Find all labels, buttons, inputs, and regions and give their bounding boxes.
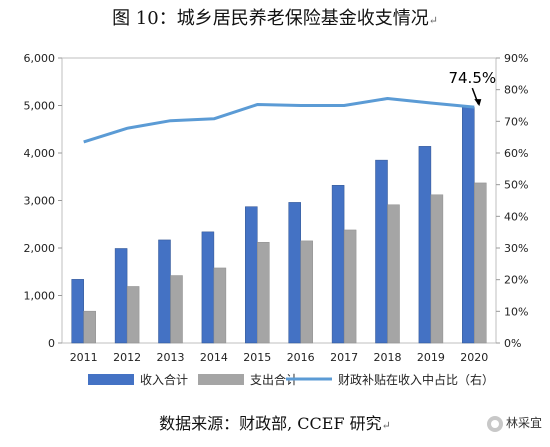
right-axis-tick-label: 40% xyxy=(504,210,528,223)
source-note: 数据来源：财政部, CCEF 研究↵ xyxy=(0,410,550,434)
wechat-icon xyxy=(486,415,503,432)
bar-income xyxy=(71,279,84,344)
bar-income xyxy=(201,231,215,344)
right-axis-tick-label: 0% xyxy=(504,337,521,350)
right-axis-tick-label: 70% xyxy=(504,115,528,128)
chart-svg: 0 1,000 2,000 3,000 4,000 5,000 6,000 0% 10% 20% 3… xyxy=(24,52,529,387)
right-axis-tick-label: 30% xyxy=(504,242,528,255)
chart-title: 图 10：城乡居民养老保险基金收支情况↵ xyxy=(0,4,550,30)
left-axis-tick-label: 0 xyxy=(48,337,55,350)
x-axis-tick-label: 2012 xyxy=(113,351,141,364)
x-axis-tick-label: 2017 xyxy=(330,351,358,364)
bar-expenditure xyxy=(170,275,183,344)
legend-swatch-expenditure xyxy=(198,374,244,385)
right-axis-tick-label: 10% xyxy=(504,305,528,318)
x-axis-tick-label: 2019 xyxy=(417,351,445,364)
bar-expenditure xyxy=(213,267,227,344)
left-axis-tick-label: 4,000 xyxy=(24,147,56,160)
left-axis-tick-label: 2,000 xyxy=(24,242,56,255)
bar-income xyxy=(158,239,171,344)
line-subsidy-share xyxy=(83,97,475,144)
bar-income xyxy=(288,202,301,344)
x-axis-tick-label: 2011 xyxy=(70,351,98,364)
bar-expenditure xyxy=(257,242,270,344)
bar-income xyxy=(331,185,345,344)
legend-label-income: 收入合计 xyxy=(140,372,188,387)
left-axis-tick-label: 3,000 xyxy=(24,195,56,208)
legend-label-expenditure: 支出合计 xyxy=(250,372,298,387)
bar-expenditure xyxy=(387,204,400,344)
x-axis-tick-label: 2020 xyxy=(460,351,488,364)
x-axis-tick-label: 2014 xyxy=(200,351,228,364)
bar-expenditure xyxy=(343,229,357,344)
source-text: 数据来源：财政部, CCEF 研究 xyxy=(159,414,382,433)
right-axis-tick-label: 20% xyxy=(504,274,528,287)
annotation-label: 74.5% xyxy=(448,69,496,87)
x-axis-tick-label: 2016 xyxy=(287,351,315,364)
bar-income xyxy=(114,248,128,344)
bar-income xyxy=(462,107,475,344)
watermark-text: 林采宜 xyxy=(505,416,542,430)
legend-label-subsidy-share: 财政补贴在收入中占比（右） xyxy=(338,372,494,387)
legend-swatch-income xyxy=(88,374,134,385)
annotation-arrow-head xyxy=(474,99,482,107)
left-axis-tick-label: 1,000 xyxy=(24,290,56,303)
bar-income xyxy=(245,206,258,344)
bar-expenditure xyxy=(126,286,140,344)
right-axis-tick-label: 80% xyxy=(504,84,528,97)
right-axis-tick-label: 60% xyxy=(504,147,528,160)
right-axis-tick-label: 90% xyxy=(504,52,528,65)
x-axis-tick-label: 2013 xyxy=(157,351,185,364)
paragraph-mark: ↵ xyxy=(428,14,438,27)
watermark: 林采宜 xyxy=(486,414,542,432)
right-axis-tick-label: 50% xyxy=(504,179,528,192)
paragraph-mark-source: ↵ xyxy=(381,419,391,432)
bar-income xyxy=(375,159,388,344)
bar-expenditure xyxy=(430,194,444,344)
bar-expenditure xyxy=(83,310,96,344)
left-axis-tick-label: 5,000 xyxy=(24,100,56,113)
bar-expenditure xyxy=(300,240,313,344)
bar-expenditure xyxy=(474,182,487,344)
bar-income xyxy=(418,146,432,344)
x-axis-tick-label: 2015 xyxy=(243,351,271,364)
left-axis-tick-label: 6,000 xyxy=(24,52,56,65)
chart-title-text: 图 10：城乡居民养老保险基金收支情况 xyxy=(112,8,429,29)
x-axis-tick-label: 2018 xyxy=(374,351,402,364)
